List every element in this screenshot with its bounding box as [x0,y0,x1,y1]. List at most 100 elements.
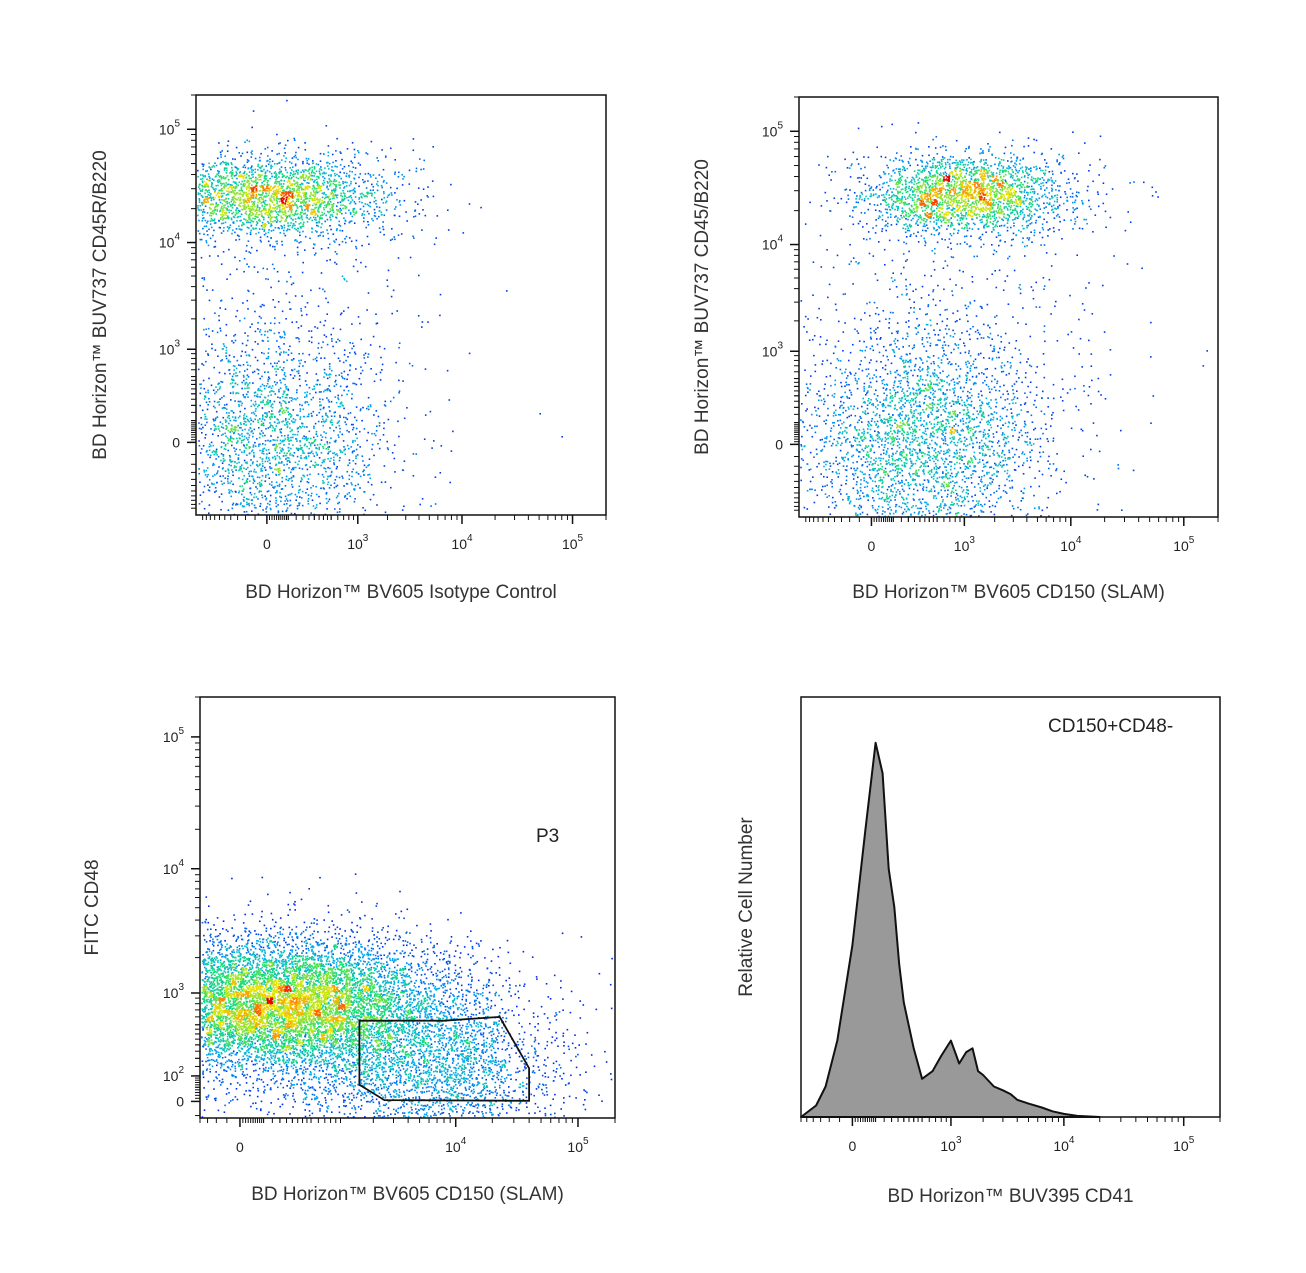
event-dot [282,367,285,369]
event-dot [343,485,345,487]
event-dot [359,164,361,166]
event-dot [274,189,277,192]
event-dot [211,451,214,454]
event-dot [250,493,253,496]
event-dot [245,437,248,439]
event-dot [368,212,370,215]
event-dot [320,214,322,217]
event-dot [283,190,286,192]
event-dot [251,510,253,512]
event-dot [231,207,234,209]
event-dot [296,495,298,498]
event-dot [258,445,260,447]
event-dot [1043,376,1046,379]
event-dot [937,334,940,336]
event-dot [266,187,269,190]
event-dot [239,176,241,178]
event-dot [290,492,293,495]
event-dot [979,421,981,424]
event-dot [859,363,861,366]
event-dot [307,403,310,406]
event-dot [229,360,232,363]
event-dot [203,180,206,183]
event-dot [959,352,962,354]
event-dot [331,369,333,372]
event-dot [215,472,218,475]
event-dot [383,233,385,236]
event-dot [228,228,230,230]
event-dot [233,369,235,371]
event-dot [255,403,257,405]
event-dot [345,235,348,238]
event-dot [239,400,242,403]
event-dot [291,201,293,203]
event-dot [273,421,276,423]
event-dot [226,403,228,406]
event-dot [246,481,249,483]
event-dot [319,152,322,155]
event-dot [1016,390,1018,392]
event-dot [354,353,357,355]
event-dot [223,200,226,202]
event-dot [224,204,226,206]
event-dot [264,148,267,150]
event-dot [293,196,296,198]
event-dot [246,151,249,154]
event-dot [215,428,218,430]
event-dot [302,452,304,454]
event-dot [207,489,210,491]
event-dot [314,188,316,190]
event-dot [399,204,402,206]
event-dot [305,195,307,197]
event-dot [979,333,981,336]
event-dot [214,419,217,421]
event-dot [398,201,401,203]
event-dot [279,397,281,399]
event-dot [274,428,276,430]
event-dot [201,204,204,206]
event-dot [348,175,350,177]
event-dot [310,191,312,194]
event-dot [1063,219,1066,221]
event-dot [232,158,234,160]
event-dot [211,219,214,221]
event-dot [355,258,357,261]
event-dot [283,226,286,229]
event-dot [287,494,290,496]
event-dot [927,416,930,418]
event-dot [896,339,899,342]
event-dot [401,469,404,471]
event-dot [222,199,225,202]
event-dot [270,220,272,223]
event-dot [337,434,339,436]
event-dot [307,178,309,181]
event-dot [253,186,256,189]
event-dot [241,342,244,345]
event-dot [329,460,331,462]
event-dot [341,433,344,436]
event-dot [215,175,217,177]
event-dot [879,188,881,191]
event-dot [235,186,238,189]
event-dot [335,379,337,382]
event-dot [239,215,242,218]
event-dot [227,179,230,181]
event-dot [912,290,914,292]
event-dot [237,392,240,395]
event-dot [219,192,221,195]
event-dot [217,435,219,437]
event-dot [251,450,253,453]
event-dot [923,479,926,481]
event-dot [229,438,232,441]
events-layer [197,99,563,516]
event-dot [312,194,314,196]
event-dot [381,186,383,189]
event-dot [309,178,312,180]
event-dot [240,355,242,357]
event-dot [398,435,400,438]
event-dot [243,223,245,226]
event-dot [224,477,227,479]
event-dot [418,274,420,277]
event-dot [223,395,225,397]
event-dot [329,208,332,210]
